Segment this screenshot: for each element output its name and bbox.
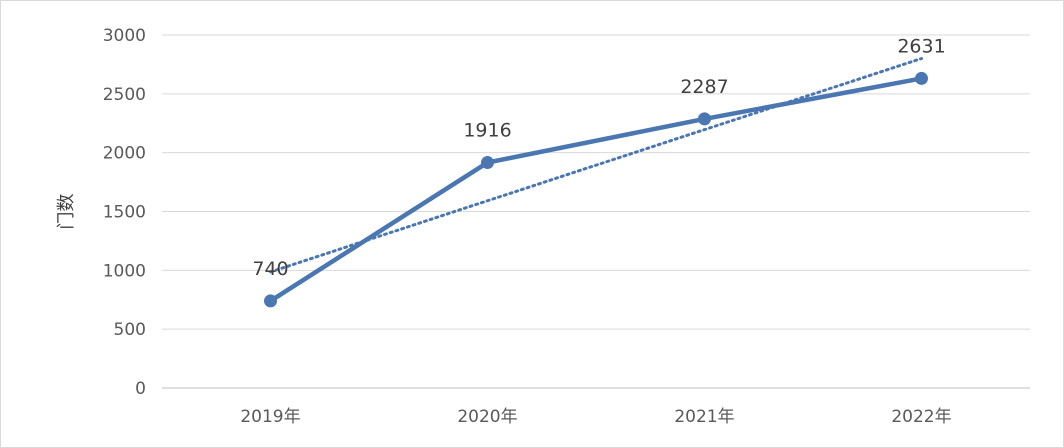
data-label: 2631 <box>897 35 945 57</box>
y-axis-label: 门数 <box>56 194 77 230</box>
x-axis-ticks: 2019年 2020年 2021年 2022年 <box>240 407 951 427</box>
x-tick-label: 2021年 <box>674 407 734 427</box>
gridlines <box>162 34 1030 389</box>
data-point <box>264 294 277 308</box>
y-tick-label: 2000 <box>103 144 146 164</box>
x-tick-label: 2019年 <box>240 407 300 427</box>
y-tick-label: 0 <box>135 379 146 399</box>
linear-trendline <box>269 57 923 274</box>
data-point <box>481 156 494 170</box>
x-tick-label: 2022年 <box>891 407 951 427</box>
data-label: 2287 <box>680 76 728 98</box>
data-label: 1916 <box>463 120 511 142</box>
y-tick-label: 500 <box>114 320 146 340</box>
x-tick-label: 2020年 <box>457 407 517 427</box>
series-line <box>269 76 922 303</box>
trendline <box>269 57 923 274</box>
y-axis-ticks: 0 500 1000 1500 2000 2500 3000 <box>103 26 146 399</box>
data-label: 740 <box>252 258 288 280</box>
data-point <box>698 112 711 126</box>
data-point <box>915 71 928 85</box>
series <box>264 71 928 308</box>
data-labels: 740 1916 2287 2631 <box>252 35 945 280</box>
y-tick-label: 2500 <box>103 85 146 105</box>
y-tick-label: 1000 <box>103 261 146 281</box>
y-tick-label: 3000 <box>103 26 146 46</box>
y-tick-label: 1500 <box>103 203 146 223</box>
